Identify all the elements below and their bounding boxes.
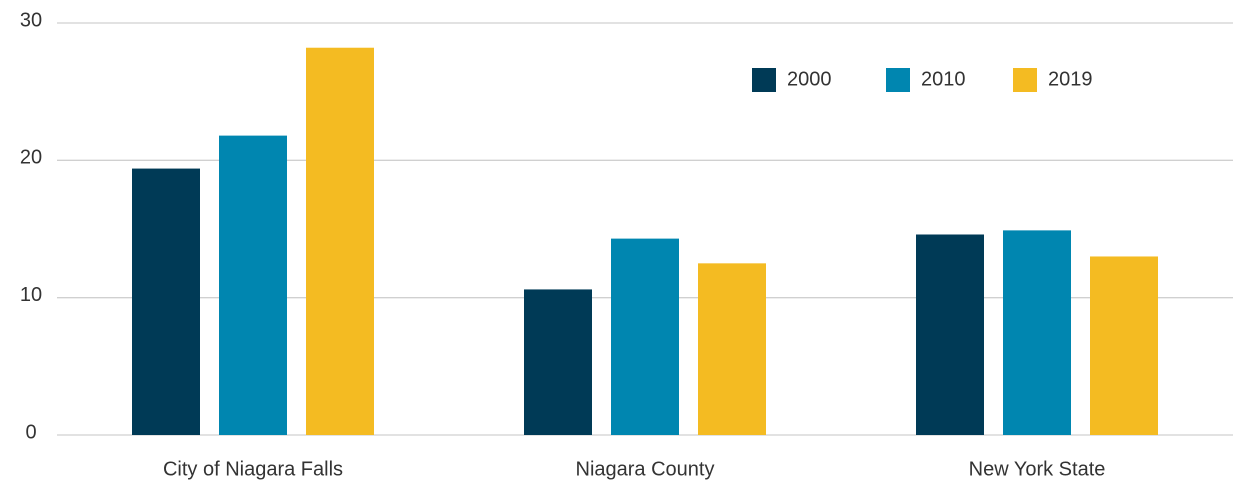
y-tick-label: 0 xyxy=(25,421,36,443)
legend-swatch xyxy=(886,68,910,92)
y-tick-label: 20 xyxy=(20,147,42,169)
legend-swatch xyxy=(1013,68,1037,92)
bar xyxy=(219,135,287,435)
x-tick-label: Niagara County xyxy=(576,458,715,480)
legend-label: 2010 xyxy=(921,68,966,90)
bar xyxy=(611,238,679,435)
legend-label: 2019 xyxy=(1048,68,1093,90)
bar xyxy=(1090,256,1158,435)
bar xyxy=(132,168,200,435)
bar xyxy=(1003,230,1071,435)
x-tick-label: City of Niagara Falls xyxy=(163,458,343,480)
bar xyxy=(698,263,766,435)
x-tick-label: New York State xyxy=(969,458,1106,480)
y-tick-label: 10 xyxy=(20,284,42,306)
bar xyxy=(524,289,592,435)
bar xyxy=(916,234,984,435)
legend-label: 2000 xyxy=(787,68,832,90)
bar xyxy=(306,47,374,435)
legend-swatch xyxy=(752,68,776,92)
y-tick-label: 30 xyxy=(20,9,42,31)
